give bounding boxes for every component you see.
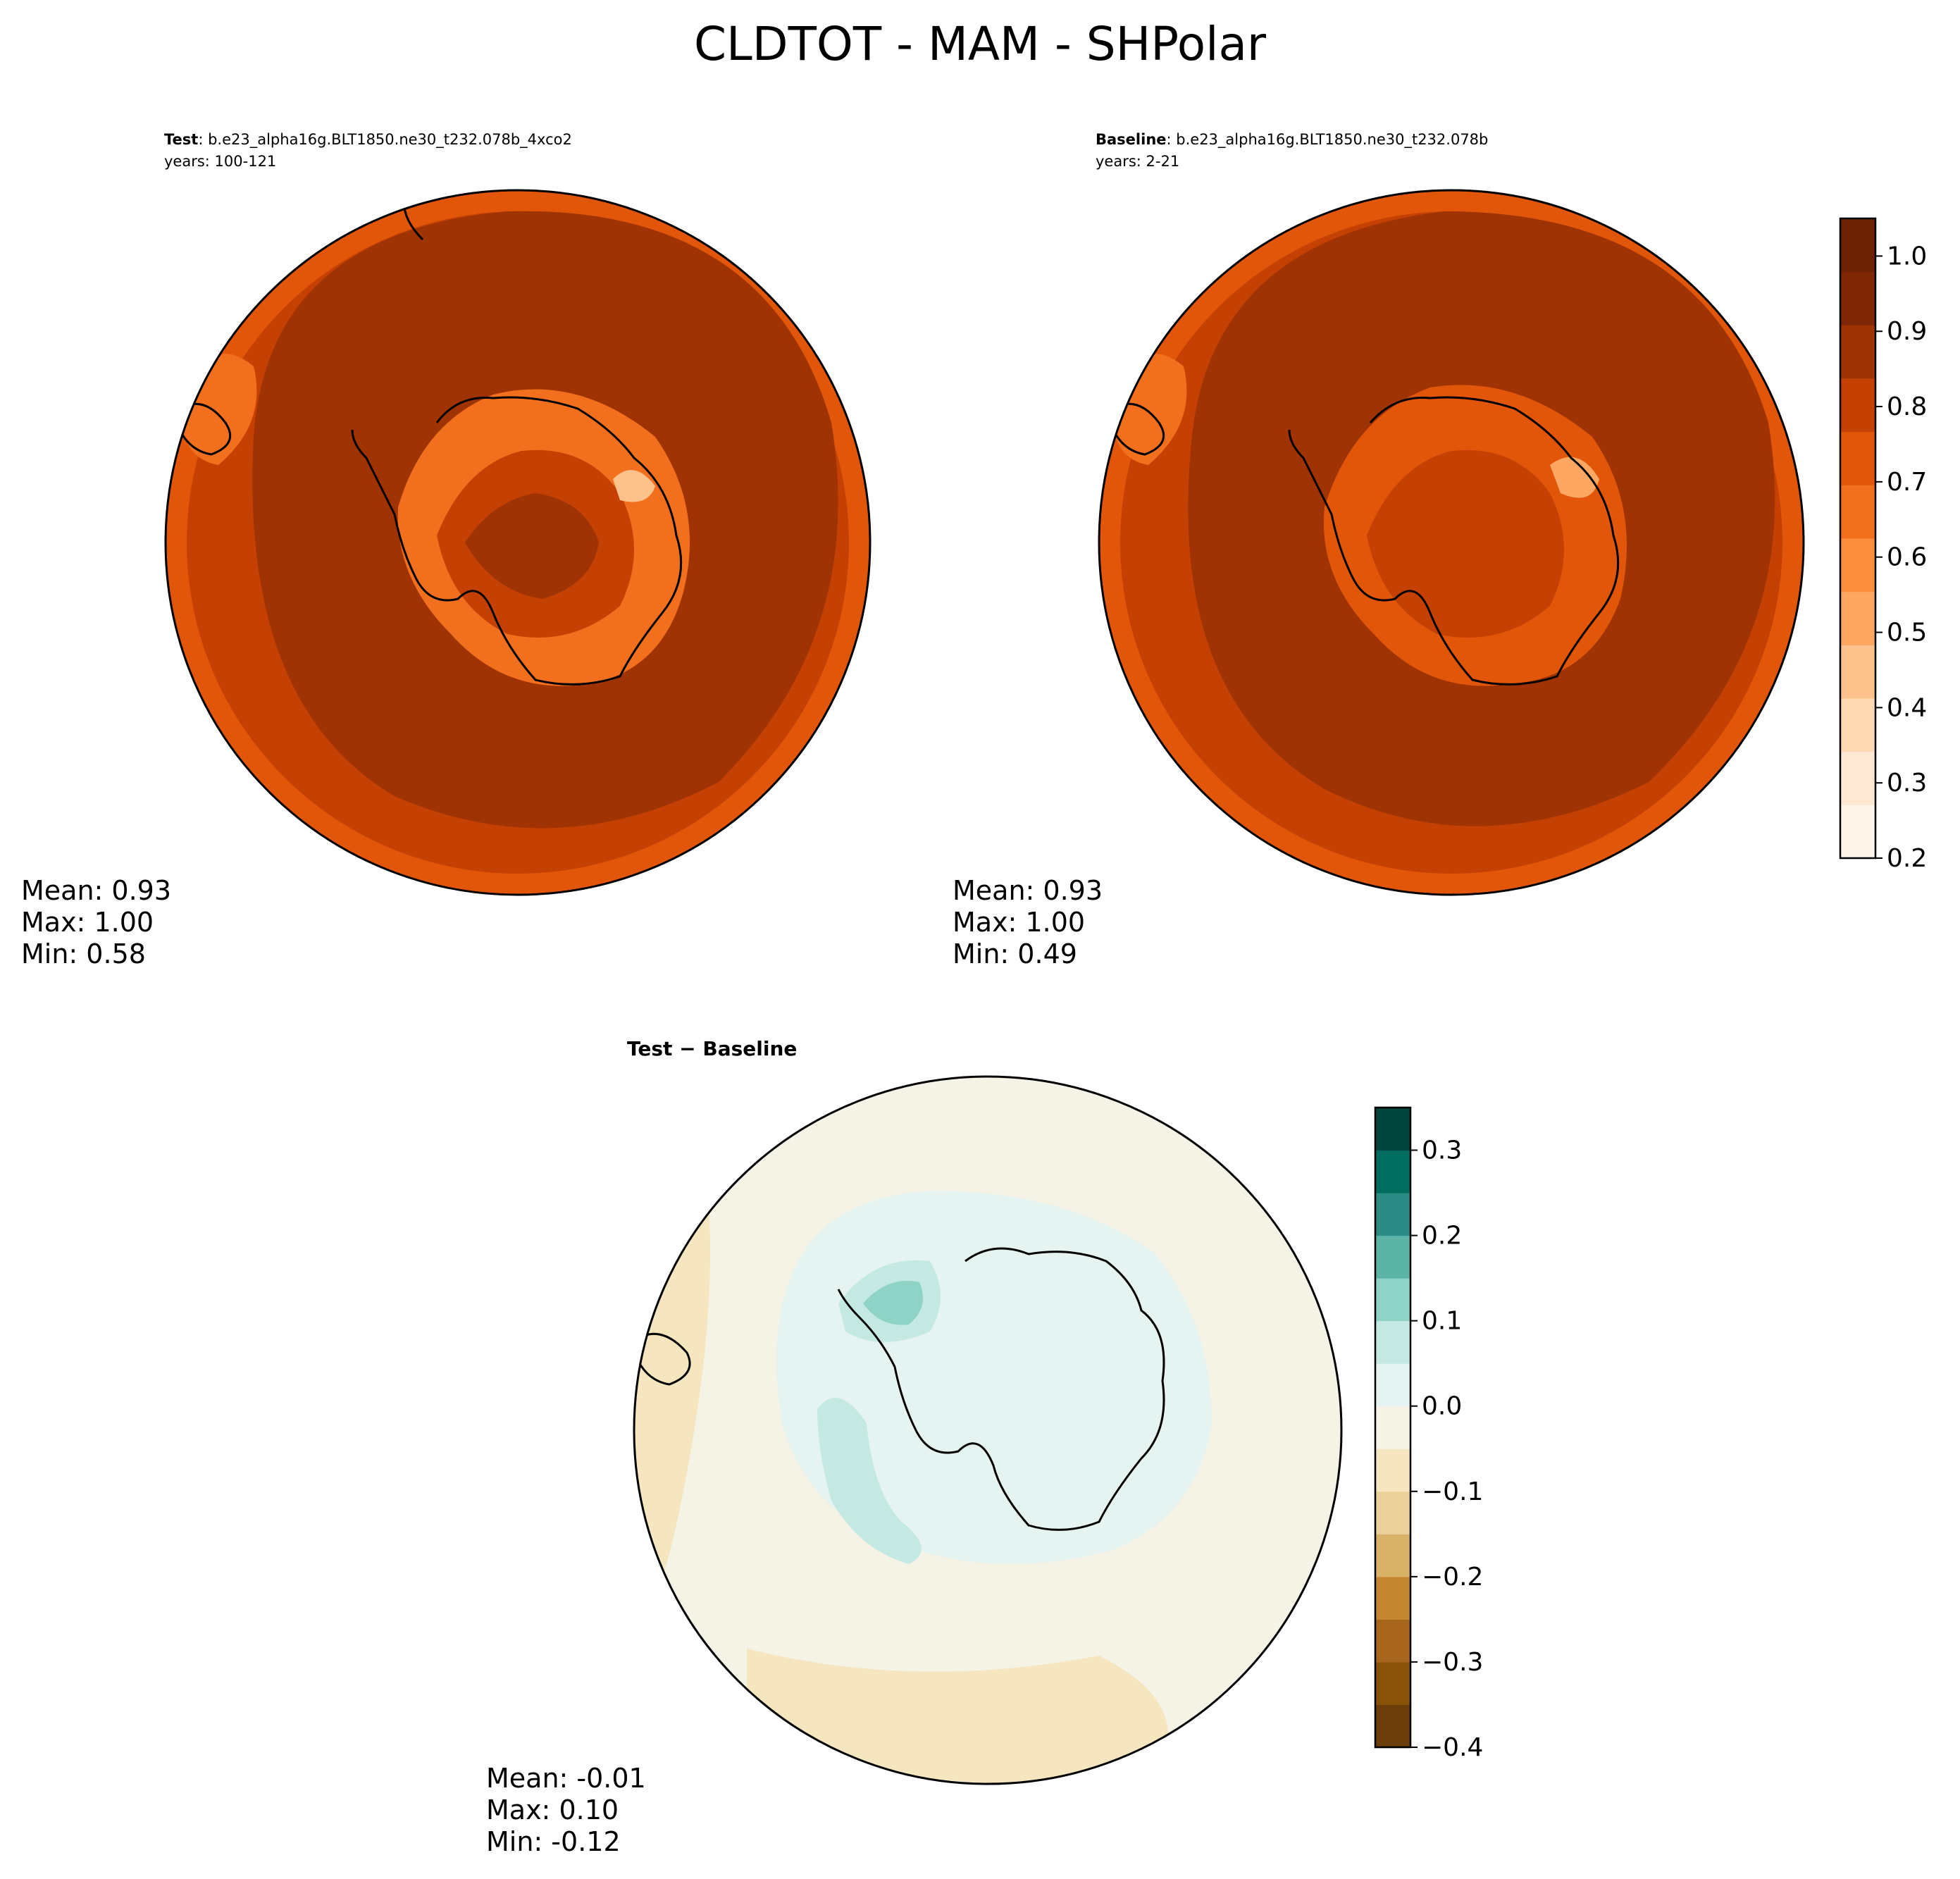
difference-map — [634, 1077, 1341, 1784]
baseline-colorbar-tick-label: 0.2 — [1887, 844, 1927, 873]
baseline-years: years: 2-21 — [1096, 153, 1179, 170]
difference-colorbar: −0.4 −0.3 −0.2 −0.1 0.0 0.1 0.2 0.3 — [1374, 1106, 1483, 1762]
difference-pos-peak — [863, 1281, 923, 1325]
difference-colorbar-tick-label: −0.4 — [1422, 1733, 1483, 1762]
baseline-min: Min: 0.49 — [953, 938, 1077, 969]
baseline-colorbar-swatch — [1840, 431, 1875, 485]
difference-coastline — [837, 1247, 1165, 1531]
baseline-colorbar-swatch — [1840, 538, 1875, 593]
baseline-colorbar-swatch — [1840, 751, 1875, 805]
baseline-colorbar-swatch — [1840, 645, 1875, 699]
test-map-border — [164, 189, 872, 896]
baseline-colorbar-swatch — [1840, 325, 1875, 379]
difference-colorbar-swatch — [1375, 1320, 1410, 1364]
test-panel: Test: b.e23_alpha16g.BLT1850.ne30_t232.0… — [21, 131, 872, 969]
difference-colorbar-tick-label: 0.3 — [1422, 1136, 1462, 1165]
difference-colorbar-swatch — [1375, 1108, 1410, 1151]
baseline-panel: Baseline: b.e23_alpha16g.BLT1850.ne30_t2… — [953, 131, 1927, 969]
difference-neg-west — [634, 1162, 710, 1620]
difference-colorbar-tick-label: −0.1 — [1422, 1477, 1483, 1506]
baseline-header-label: Baseline — [1096, 131, 1167, 148]
baseline-colorbar-swatch — [1840, 485, 1875, 539]
difference-colorbar-swatch — [1375, 1576, 1410, 1620]
baseline-antarctic-inner — [1367, 449, 1564, 638]
test-map — [166, 190, 870, 895]
difference-mean: Mean: -0.01 — [486, 1763, 646, 1794]
difference-colorbar-swatch — [1375, 1491, 1410, 1534]
baseline-max: Max: 1.00 — [953, 907, 1085, 938]
difference-panel: Test − Baseline Mean: -0.01 Max: 0.10 Mi… — [486, 1037, 1483, 1857]
baseline-low-cloud — [1550, 457, 1599, 498]
baseline-colorbar-tick-label: 0.7 — [1887, 468, 1927, 497]
baseline-coast-sa — [1112, 402, 1165, 456]
difference-min: Min: -0.12 — [486, 1826, 621, 1857]
baseline-header-case: : b.e23_alpha16g.BLT1850.ne30_t232.078b — [1167, 131, 1489, 149]
difference-colorbar-tick-label: −0.3 — [1422, 1648, 1483, 1677]
baseline-mean: Mean: 0.93 — [953, 875, 1103, 906]
difference-colorbar-swatch — [1375, 1193, 1410, 1236]
baseline-map — [1099, 190, 1804, 895]
difference-colorbar-tick-label: 0.0 — [1422, 1392, 1462, 1421]
test-header-case: : b.e23_alpha16g.BLT1850.ne30_t232.078b_… — [198, 131, 572, 149]
test-antarctic-core — [465, 493, 599, 599]
baseline-colorbar-swatch — [1840, 698, 1875, 752]
figure-title: CLDTOT - MAM - SHPolar — [694, 17, 1267, 71]
baseline-coastline — [1288, 396, 1620, 686]
baseline-map-border — [1098, 189, 1805, 896]
difference-colorbar-swatch — [1375, 1406, 1410, 1449]
test-min: Min: 0.58 — [21, 938, 146, 969]
test-header-label: Test — [164, 131, 198, 148]
test-max: Max: 1.00 — [21, 907, 154, 938]
baseline-header: Baseline: b.e23_alpha16g.BLT1850.ne30_t2… — [1096, 131, 1488, 149]
baseline-colorbar-tick-label: 0.9 — [1887, 317, 1927, 346]
baseline-colorbar-tick-label: 1.0 — [1887, 242, 1927, 271]
baseline-colorbar-tick-label: 0.5 — [1887, 619, 1927, 647]
baseline-colorbar-swatch — [1840, 805, 1875, 859]
test-coast-sa — [178, 402, 232, 456]
difference-neg-south — [747, 1649, 1168, 1784]
difference-colorbar-swatch — [1375, 1534, 1410, 1577]
test-coastline — [351, 396, 683, 686]
baseline-colorbar-tick-label: 0.8 — [1887, 392, 1927, 421]
difference-colorbar-swatch — [1375, 1619, 1410, 1663]
difference-colorbar-swatch — [1375, 1150, 1410, 1193]
baseline-colorbar-tick-label: 0.6 — [1887, 543, 1927, 572]
baseline-colorbar-tick-label: 0.4 — [1887, 693, 1927, 722]
difference-coast-sa — [636, 1332, 691, 1386]
test-mean: Mean: 0.93 — [21, 875, 171, 906]
difference-colorbar-swatch — [1375, 1449, 1410, 1492]
difference-colorbar-swatch — [1375, 1704, 1410, 1748]
difference-colorbar-swatch — [1375, 1363, 1410, 1407]
difference-colorbar-swatch — [1375, 1235, 1410, 1279]
baseline-colorbar-swatch — [1840, 271, 1875, 325]
baseline-colorbar-swatch — [1840, 591, 1875, 645]
difference-pos-west — [817, 1398, 922, 1564]
test-header: Test: b.e23_alpha16g.BLT1850.ne30_t232.0… — [164, 131, 572, 149]
baseline-colorbar-tick-label: 0.3 — [1887, 769, 1927, 798]
test-years: years: 100-121 — [164, 153, 276, 170]
baseline-colorbar-swatch — [1840, 218, 1875, 273]
difference-colorbar-tick-label: 0.2 — [1422, 1222, 1462, 1251]
difference-colorbar-frame — [1374, 1106, 1412, 1749]
test-low-cloud — [613, 470, 655, 502]
difference-colorbar-swatch — [1375, 1278, 1410, 1322]
baseline-colorbar-frame — [1839, 217, 1877, 860]
baseline-colorbar: 0.2 0.3 0.4 0.5 0.6 0.7 0.8 0.9 1.0 — [1839, 217, 1927, 873]
test-coast-1 — [402, 190, 424, 241]
difference-map-border — [633, 1075, 1343, 1785]
difference-colorbar-tick-label: −0.2 — [1422, 1563, 1483, 1592]
difference-colorbar-swatch — [1375, 1661, 1410, 1705]
baseline-colorbar-swatch — [1840, 378, 1875, 433]
difference-colorbar-tick-label: 0.1 — [1422, 1307, 1462, 1336]
difference-max: Max: 0.10 — [486, 1794, 619, 1825]
difference-title: Test − Baseline — [627, 1037, 797, 1060]
